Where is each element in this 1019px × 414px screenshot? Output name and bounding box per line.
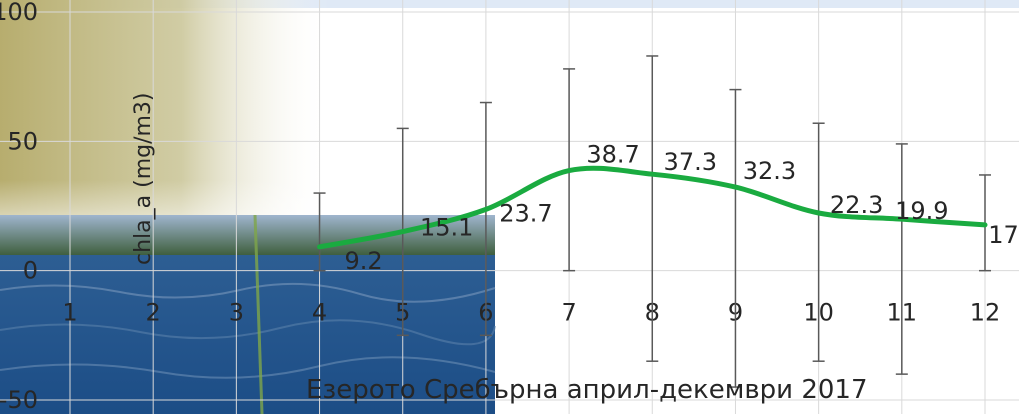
- error-bar: [313, 192, 326, 272]
- data-label: 22.3: [830, 191, 883, 219]
- data-label: 9.2: [344, 247, 382, 275]
- series-line: [317, 165, 988, 250]
- data-label: 19.9: [895, 197, 948, 225]
- x-tick-label: 12: [970, 299, 1001, 327]
- data-label: 32.3: [743, 157, 796, 185]
- data-label: 15.1: [420, 214, 473, 242]
- x-tick-label: 4: [312, 299, 327, 327]
- error-bar: [895, 143, 908, 375]
- error-bar: [729, 88, 742, 388]
- data-label: 37.3: [664, 148, 717, 176]
- error-bar: [812, 122, 825, 362]
- y-axis-label: chla_a (mg/m3): [131, 92, 156, 265]
- error-bars: [313, 55, 991, 388]
- x-tick-label: 1: [62, 299, 77, 327]
- error-bar: [479, 101, 492, 337]
- chart-title: Езерото Сребърна април-декември 2017: [306, 375, 868, 405]
- data-label: 23.7: [499, 199, 552, 227]
- x-tick-label: 7: [561, 299, 576, 327]
- x-axis-ticks: 1 2 3 4 5 6 7 8 9 10 11 12: [62, 299, 1000, 327]
- y-axis-ticks: 100 50 0 -50: [0, 0, 38, 414]
- x-tick-label: 3: [229, 299, 244, 327]
- x-tick-label: 2: [146, 299, 161, 327]
- data-label: 17.7: [988, 221, 1019, 249]
- data-label: 38.7: [586, 141, 639, 169]
- y-tick-label: -50: [0, 386, 38, 414]
- y-tick-label: 100: [0, 0, 38, 26]
- y-tick-label: 50: [7, 127, 38, 155]
- data-labels: 9.2 15.1 23.7 38.7 37.3 32.3 22.3 19.9 17.7: [344, 141, 1019, 275]
- error-bar: [646, 55, 659, 362]
- y-tick-label: 0: [23, 257, 38, 285]
